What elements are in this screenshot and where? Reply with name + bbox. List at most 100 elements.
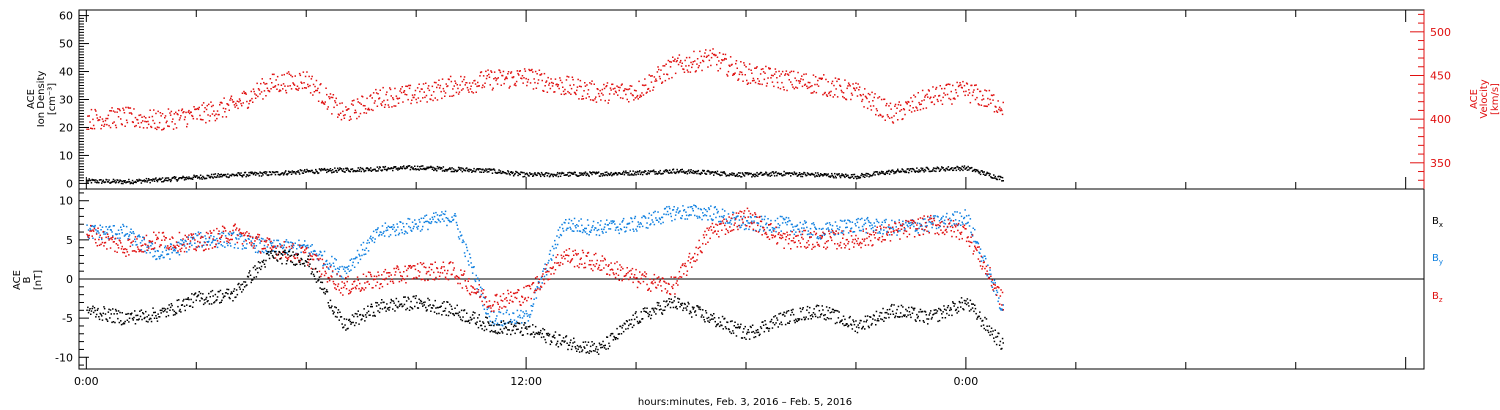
by-point	[685, 214, 688, 217]
density-point	[413, 168, 415, 171]
velocity-point	[903, 108, 906, 111]
bz-point	[475, 292, 477, 295]
bz-point	[106, 248, 108, 250]
density-point	[103, 181, 106, 184]
density-point	[400, 166, 402, 168]
density-point	[985, 174, 987, 176]
bz-point	[773, 236, 776, 238]
density-point	[479, 171, 481, 173]
bz-point	[717, 230, 719, 232]
bz-point	[636, 277, 638, 279]
velocity-point	[740, 71, 743, 74]
density-point	[562, 172, 565, 174]
velocity-point	[399, 90, 401, 92]
bz-point	[645, 273, 648, 275]
velocity-point	[934, 95, 936, 97]
velocity-point	[847, 85, 849, 87]
bz-point	[180, 247, 183, 250]
by-point	[188, 243, 191, 245]
density-point	[987, 172, 990, 174]
by-point	[395, 229, 398, 231]
velocity-point	[114, 111, 116, 113]
velocity-point	[633, 89, 636, 92]
density-point	[201, 178, 203, 180]
bz-point	[361, 287, 364, 290]
velocity-point	[113, 121, 115, 123]
density-point	[594, 172, 596, 174]
bz-point	[408, 266, 411, 268]
by-point	[312, 250, 315, 253]
by-point	[998, 297, 1000, 299]
density-point	[801, 173, 803, 175]
velocity-point	[842, 95, 844, 98]
density-point	[658, 172, 661, 174]
velocity-point	[954, 89, 957, 91]
by-point	[383, 230, 385, 233]
bz-point	[679, 276, 681, 278]
velocity-point	[213, 110, 215, 112]
bz-point	[695, 246, 697, 249]
density-point	[998, 175, 1000, 178]
bz-point	[724, 224, 726, 227]
bz-point	[267, 244, 269, 246]
by-point	[208, 237, 211, 240]
velocity-point	[622, 97, 624, 100]
velocity-point	[694, 60, 696, 62]
velocity-point	[111, 107, 113, 109]
velocity-point	[850, 98, 852, 101]
bz-point	[443, 266, 445, 268]
bz-point	[478, 284, 480, 286]
velocity-point	[109, 110, 111, 112]
by-point	[144, 250, 146, 252]
by-point	[456, 224, 458, 226]
velocity-point	[375, 88, 377, 91]
density-point	[929, 170, 931, 173]
density-point	[326, 171, 328, 174]
by-point	[780, 230, 782, 232]
velocity-point	[600, 99, 602, 101]
velocity-point	[324, 101, 326, 103]
by-point	[652, 221, 654, 223]
by-point	[279, 243, 281, 245]
by-point	[864, 219, 866, 221]
bz-point	[310, 267, 313, 270]
bz-point	[724, 233, 727, 235]
velocity-point	[647, 87, 650, 90]
bz-point	[752, 228, 755, 231]
by-point	[581, 231, 584, 234]
by-point	[740, 226, 742, 228]
density-point	[262, 174, 264, 176]
velocity-point	[389, 88, 392, 91]
by-point	[465, 243, 467, 246]
velocity-point	[774, 68, 777, 70]
by-point	[767, 218, 769, 220]
velocity-point	[959, 82, 961, 84]
velocity-point	[205, 108, 208, 111]
bz-point	[621, 279, 623, 282]
bz-point	[339, 275, 341, 277]
density-point	[675, 171, 678, 173]
density-point	[255, 172, 258, 174]
density-point	[685, 171, 688, 173]
velocity-point	[708, 59, 711, 62]
bz-point	[338, 289, 340, 291]
density-point	[193, 174, 195, 177]
bz-point	[552, 266, 554, 268]
bz-point	[657, 284, 659, 286]
by-point	[585, 227, 587, 230]
by-point	[152, 255, 154, 258]
by-point	[320, 251, 322, 253]
by-point	[349, 259, 351, 261]
bz-point	[834, 243, 836, 245]
bz-point	[136, 238, 138, 240]
density-point	[441, 170, 444, 172]
by-point	[402, 222, 404, 225]
by-point	[789, 220, 791, 222]
velocity-point	[485, 77, 488, 80]
velocity-point	[848, 83, 851, 86]
density-point	[164, 177, 167, 179]
by-point	[729, 219, 732, 222]
bz-point	[101, 241, 104, 244]
velocity-point	[435, 81, 437, 84]
by-point	[186, 251, 188, 253]
